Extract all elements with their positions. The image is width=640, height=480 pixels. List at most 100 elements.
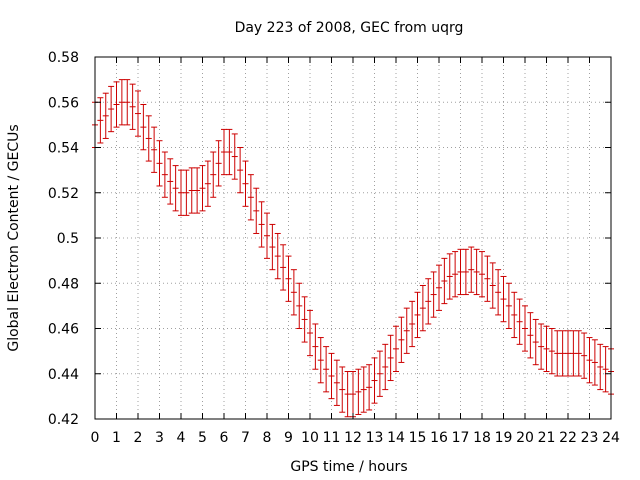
data-point — [118, 79, 125, 126]
x-tick-label: 13 — [366, 430, 384, 446]
data-point — [436, 264, 442, 311]
data-point — [140, 104, 147, 151]
x-tick-label: 21 — [538, 430, 556, 446]
data-point — [554, 330, 561, 377]
data-point — [258, 201, 265, 248]
data-point — [543, 325, 550, 372]
data-point — [446, 253, 453, 300]
data-point — [409, 300, 416, 348]
data-point — [484, 255, 491, 302]
data-point — [387, 334, 394, 382]
data-point — [344, 370, 351, 418]
data-point — [129, 83, 136, 130]
data-point — [473, 248, 480, 296]
data-point — [457, 248, 464, 296]
data-point — [441, 257, 448, 305]
data-point — [570, 330, 577, 377]
x-tick-label: 3 — [155, 430, 164, 446]
x-tick-label: 23 — [581, 430, 599, 446]
x-tick-label: 14 — [387, 430, 405, 446]
x-tick-label: 22 — [559, 430, 577, 446]
x-tick-label: 20 — [516, 430, 534, 446]
data-point — [237, 147, 244, 194]
data-point — [301, 296, 308, 343]
x-tick-label: 12 — [344, 430, 362, 446]
data-point — [403, 307, 410, 354]
data-point — [597, 343, 604, 391]
data-point — [172, 165, 179, 212]
data-point — [135, 90, 141, 137]
data-point — [204, 160, 211, 207]
data-point — [290, 269, 297, 316]
data-point — [296, 282, 303, 329]
data-point — [559, 330, 566, 377]
data-point — [317, 337, 324, 384]
data-point — [393, 325, 399, 372]
x-tick-label: 16 — [430, 430, 448, 446]
x-tick-label: 7 — [241, 430, 250, 446]
x-axis-label: GPS time / hours — [290, 459, 407, 475]
y-tick-label: 0.42 — [48, 412, 79, 428]
x-tick-label: 11 — [323, 430, 341, 446]
data-point — [242, 160, 249, 207]
data-point — [188, 167, 195, 214]
chart-title: Day 223 of 2008, GEC from uqrg — [235, 20, 464, 36]
data-point — [500, 275, 507, 323]
x-tick-label: 5 — [198, 430, 207, 446]
data-point — [586, 337, 593, 384]
data-point — [199, 165, 206, 212]
y-axis-label: Global Electron Content / GECUs — [6, 124, 22, 351]
data-point — [565, 330, 571, 377]
data-point — [231, 133, 238, 180]
y-tick-label: 0.58 — [48, 50, 79, 66]
data-point — [548, 328, 555, 375]
x-tick-label: 9 — [284, 430, 293, 446]
data-point — [274, 232, 281, 280]
data-point — [124, 79, 131, 126]
y-tick-label: 0.5 — [57, 231, 79, 247]
x-tick-label: 19 — [495, 430, 513, 446]
data-point — [602, 346, 609, 393]
data-point — [538, 323, 545, 370]
data-point — [247, 174, 254, 221]
data-point — [307, 309, 313, 357]
data-point — [505, 282, 512, 329]
data-point — [462, 248, 469, 296]
data-point — [167, 158, 174, 205]
data-point — [430, 271, 437, 318]
y-tick-label: 0.48 — [48, 276, 79, 292]
data-point — [479, 251, 485, 298]
y-tick-label: 0.56 — [48, 95, 79, 111]
x-tick-label: 18 — [473, 430, 491, 446]
data-point — [194, 167, 201, 214]
data-point — [366, 364, 373, 411]
data-point — [495, 269, 502, 316]
y-tick-label: 0.54 — [48, 141, 79, 157]
data-point — [156, 140, 163, 187]
data-point — [108, 85, 115, 133]
data-point — [419, 285, 426, 332]
data-point — [253, 187, 260, 234]
data-point — [312, 323, 319, 370]
y-tick-label: 0.52 — [48, 186, 79, 202]
y-tick-label: 0.46 — [48, 322, 79, 338]
data-point — [269, 223, 276, 271]
data-point — [178, 169, 184, 216]
x-tick-label: 4 — [177, 430, 186, 446]
x-tick-label: 17 — [452, 430, 470, 446]
data-point — [591, 339, 598, 386]
data-point — [581, 332, 588, 379]
x-tick-label: 2 — [134, 430, 143, 446]
data-point — [328, 352, 335, 400]
x-tick-label: 6 — [220, 430, 229, 446]
data-point — [145, 115, 152, 162]
data-point — [532, 318, 539, 366]
data-point — [339, 366, 346, 413]
data-point — [371, 357, 378, 404]
data-point — [264, 212, 270, 259]
data-point — [323, 346, 330, 393]
data-point — [360, 366, 367, 413]
data-point — [511, 291, 518, 339]
data-point — [516, 298, 523, 345]
